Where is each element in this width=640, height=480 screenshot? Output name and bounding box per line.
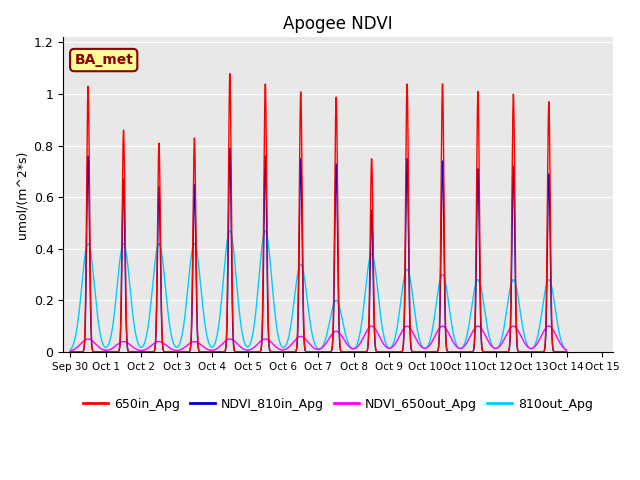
Title: Apogee NDVI: Apogee NDVI [283, 15, 393, 33]
Legend: 650in_Apg, NDVI_810in_Apg, NDVI_650out_Apg, 810out_Apg: 650in_Apg, NDVI_810in_Apg, NDVI_650out_A… [77, 393, 598, 416]
Text: BA_met: BA_met [74, 53, 133, 67]
Y-axis label: umol/(m^2*s): umol/(m^2*s) [15, 150, 28, 239]
